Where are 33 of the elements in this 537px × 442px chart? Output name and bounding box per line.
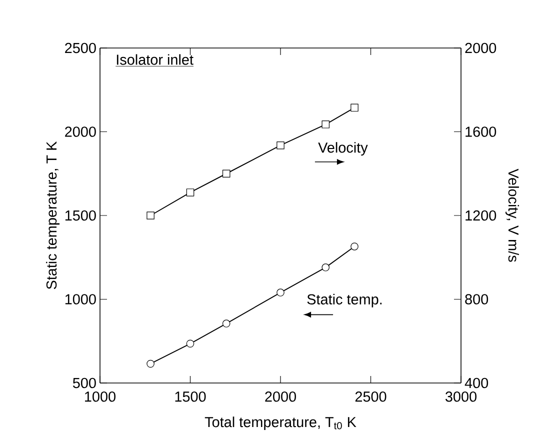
chart-title: Isolator inlet (116, 54, 194, 65)
x-axis-title: Total temperature, T$_{t0}$ K (204, 416, 356, 430)
point (322, 264, 330, 272)
y-tick-label: 1500 (65, 210, 96, 221)
x-tick-label: 1500 (175, 392, 206, 402)
y-tick-label: 1000 (65, 294, 96, 304)
point (222, 320, 230, 328)
y2-tick-label: 1200 (466, 210, 496, 221)
y-tick-label: 500 (72, 378, 96, 388)
y2-tick-label: 400 (464, 378, 488, 388)
y-tick-label: 2000 (65, 126, 96, 137)
point (276, 288, 284, 296)
point (186, 188, 194, 196)
x-tick-label: 2000 (265, 392, 296, 402)
y-tick-label: 2500 (65, 42, 96, 54)
y2-tick-label: 800 (465, 294, 488, 304)
point (276, 141, 284, 150)
x-tick-label: 3000 (445, 392, 476, 402)
y2-tick-label: 1600 (466, 126, 496, 137)
point (322, 120, 330, 128)
point (186, 340, 194, 348)
series-label: Velocity (318, 142, 368, 156)
y2-tick-label: 2000 (465, 42, 496, 54)
y-axis-title: Static temperature, T K (46, 141, 60, 290)
point (146, 360, 154, 368)
point (350, 242, 358, 250)
x-tick-label: 2500 (355, 392, 386, 402)
y2-axis-title: Velocity, V m/s (506, 168, 519, 262)
point (146, 212, 154, 220)
x-tick-label: 1000 (85, 392, 116, 402)
series-label: Static temp. (307, 294, 382, 308)
point (222, 170, 230, 178)
point (350, 104, 358, 112)
